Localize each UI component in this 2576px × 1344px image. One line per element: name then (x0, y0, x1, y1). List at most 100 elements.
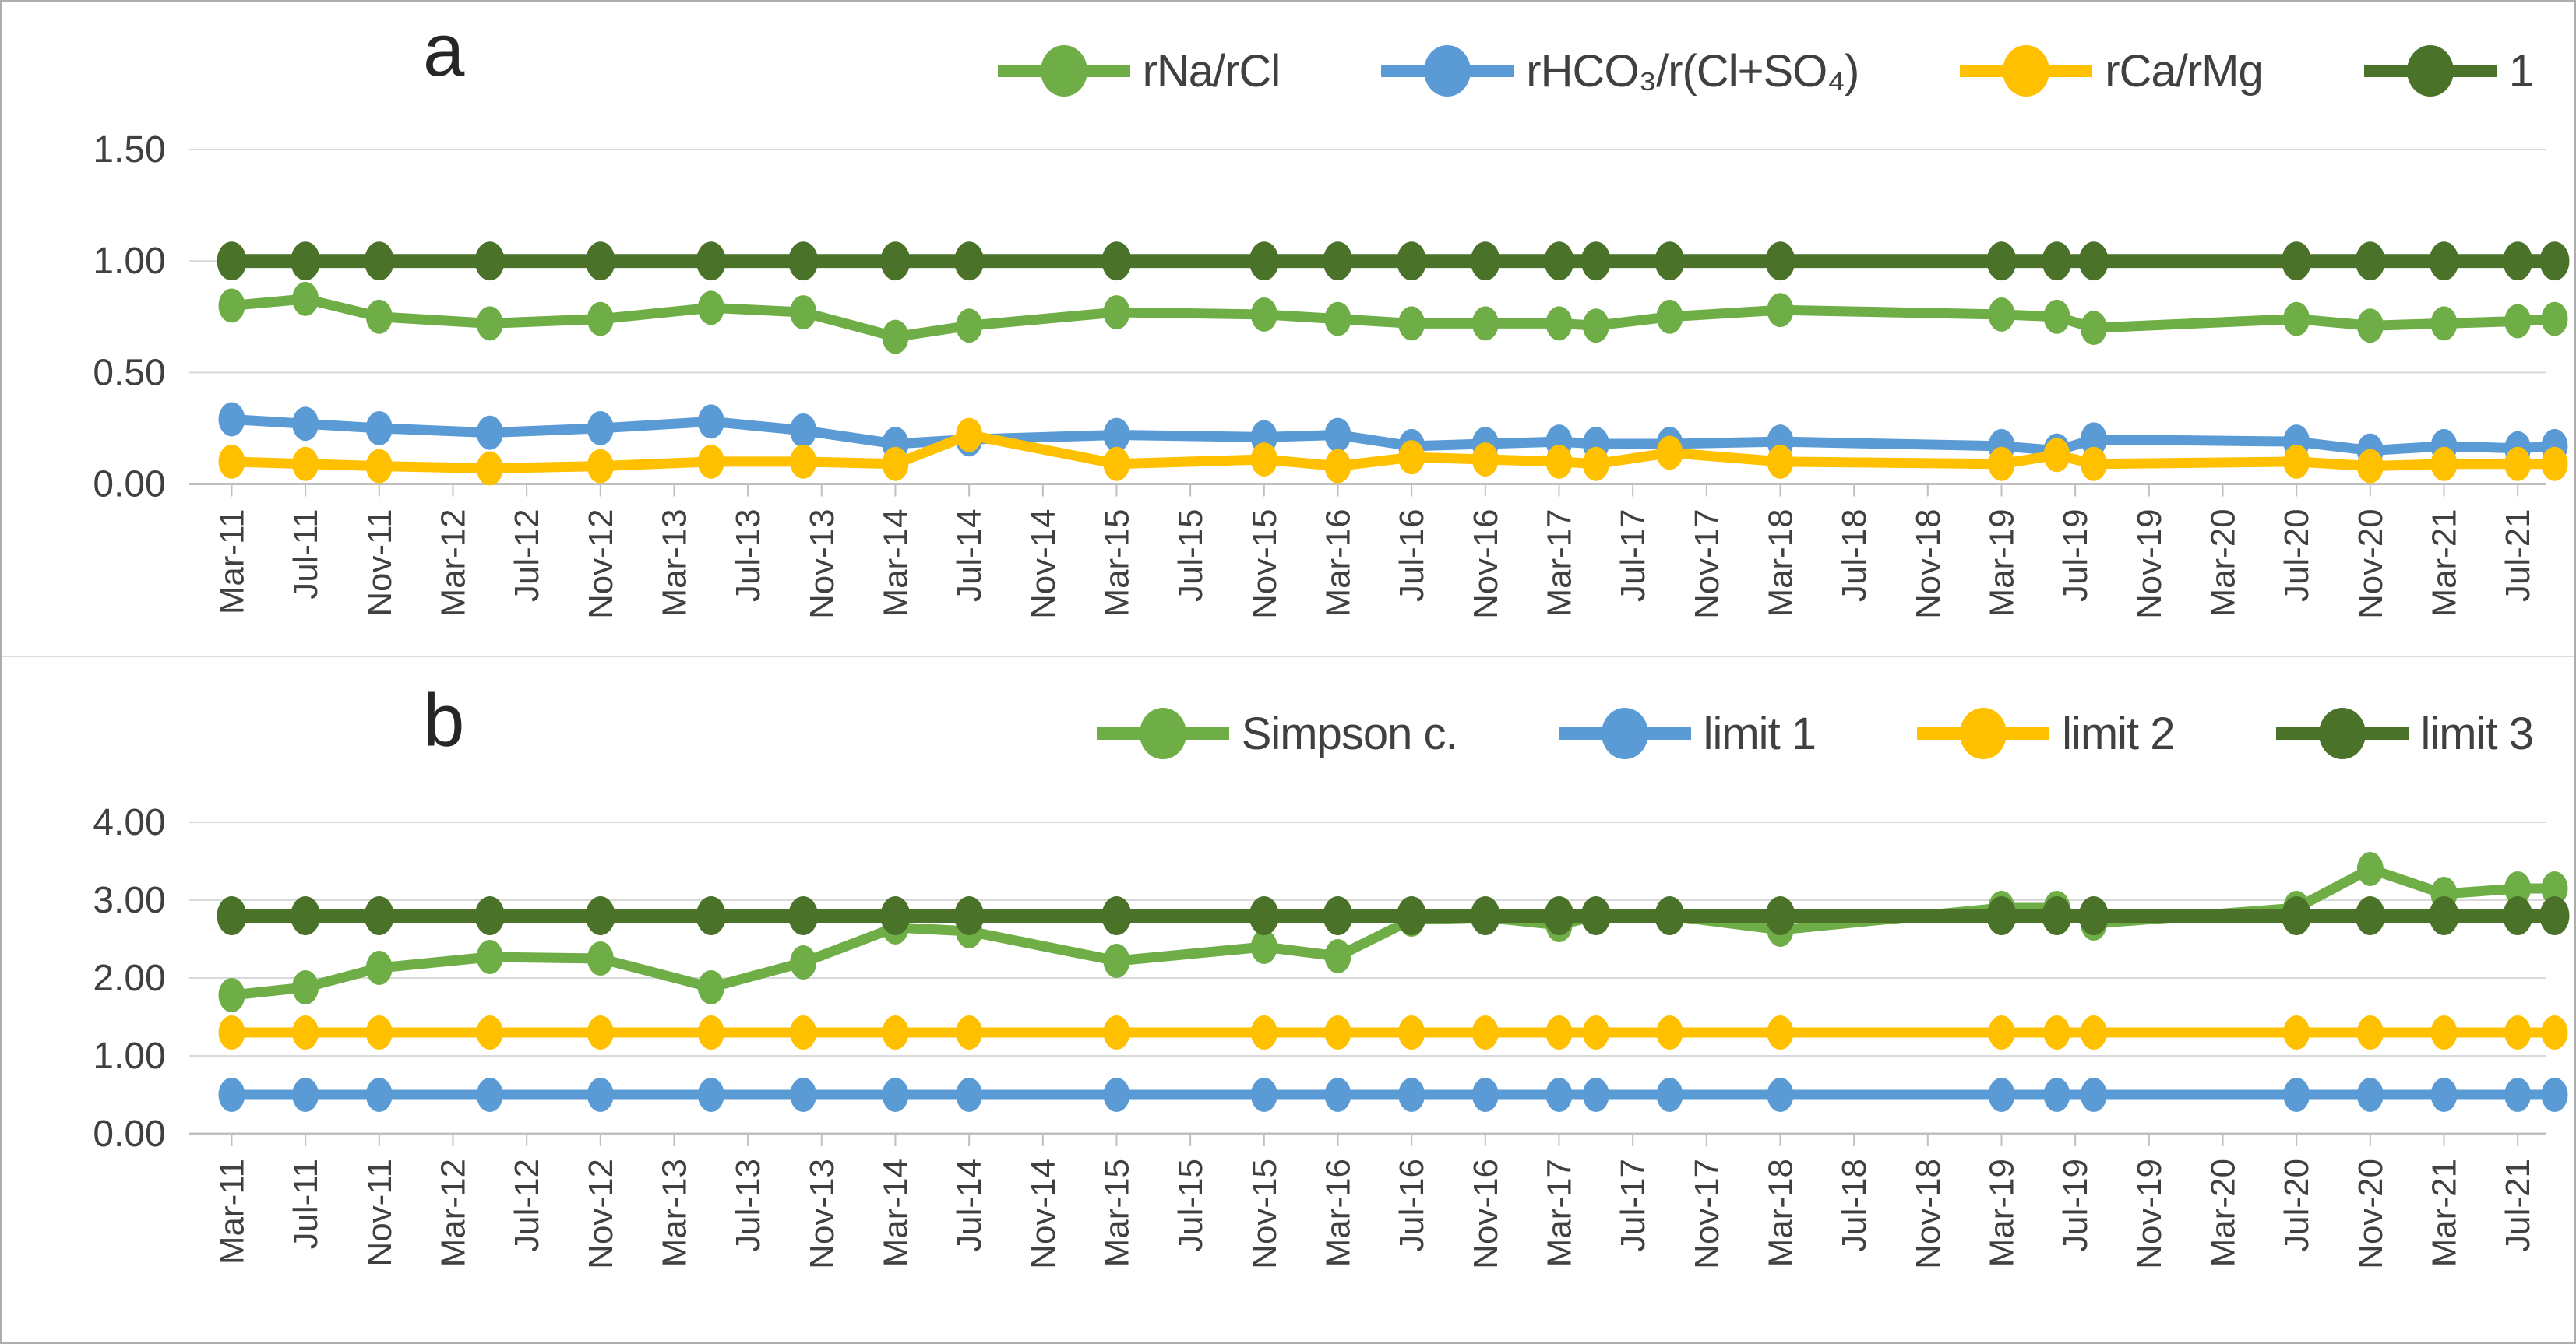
x-tick-label: Nov-19 (2130, 1159, 2169, 1269)
series-marker-limit-2 (2356, 1015, 2384, 1050)
x-tick-label: Jul-11 (287, 508, 325, 599)
series-marker-simpson-c (365, 951, 393, 985)
series-marker-limit-1 (2541, 1078, 2568, 1112)
x-tick-label: Mar-18 (1761, 1159, 1799, 1267)
series-marker-1 (2042, 241, 2072, 281)
series-marker-simpson-c (697, 970, 724, 1004)
series-marker-limit-1 (2043, 1078, 2070, 1112)
series-marker-rna-rcl (882, 319, 909, 354)
series-marker-limit-3 (1249, 896, 1279, 935)
series-marker-1 (1544, 241, 1574, 281)
series-marker-limit-3 (585, 896, 615, 935)
series-marker-limit-2 (882, 1015, 909, 1050)
legend-label: rCa/rMg (2105, 45, 2263, 97)
series-marker-rhco-r-cl-so (1324, 417, 1351, 452)
series-marker-simpson-c (790, 945, 817, 980)
legend-item-limit-3: limit 3 (2275, 702, 2534, 765)
series-marker-rna-rcl (2430, 306, 2458, 341)
series-marker-limit-1 (218, 1078, 245, 1112)
series-marker-1 (1249, 241, 1279, 281)
series-marker-limit-1 (292, 1078, 319, 1112)
legend-label: limit 3 (2420, 708, 2534, 759)
x-tick-label: Nov-12 (582, 1159, 620, 1269)
x-tick-label: Mar-18 (1761, 508, 1799, 617)
x-tick-label: Mar-16 (1319, 508, 1357, 617)
series-marker-rhco-r-cl-so (2080, 422, 2107, 457)
series-marker-simpson-c (1103, 944, 1130, 978)
series-marker-limit-2 (956, 1015, 983, 1050)
legend-label: rHCO₃/r(Cl+SO₄) (1526, 45, 1859, 97)
x-tick-label: Nov-11 (361, 508, 399, 616)
x-tick-label: Mar-21 (2425, 508, 2463, 617)
series-marker-1 (291, 241, 321, 281)
series-marker-limit-2 (697, 1015, 724, 1050)
series-marker-rca-rmg (2430, 446, 2458, 481)
series-marker-limit-2 (1471, 1015, 1499, 1050)
series-marker-rca-rmg (697, 444, 724, 479)
series-marker-limit-3 (880, 896, 911, 935)
series-marker-limit-1 (1767, 1078, 1794, 1112)
x-tick-label: Nov-18 (1909, 1159, 1947, 1269)
y-tick-label: 1.50 (93, 129, 165, 171)
series-marker-rca-rmg (956, 417, 983, 452)
x-tick-label: Jul-19 (2056, 1159, 2095, 1252)
x-tick-label: Nov-20 (2352, 508, 2390, 618)
x-tick-label: Nov-20 (2352, 1159, 2390, 1269)
series-marker-rna-rcl (1582, 308, 1609, 343)
series-marker-limit-2 (2541, 1015, 2568, 1050)
series-marker-1 (954, 241, 985, 281)
x-tick-label: Mar-15 (1098, 508, 1136, 617)
series-marker-limit-1 (882, 1078, 909, 1112)
series-marker-limit-2 (218, 1015, 245, 1050)
series-marker-limit-3 (2429, 896, 2459, 935)
series-marker-limit-3 (474, 896, 505, 935)
series-marker-limit-1 (1324, 1078, 1351, 1112)
x-tick-label: Jul-16 (1393, 1159, 1431, 1252)
x-tick-label: Mar-12 (434, 1159, 472, 1267)
legend-item-limit-1: limit 1 (1558, 702, 1817, 765)
series-marker-rca-rmg (218, 444, 245, 479)
y-tick-label: 0.00 (93, 1114, 165, 1155)
series-marker-simpson-c (218, 978, 245, 1012)
plot-b: 0.00 1.00 2.00 3.00 4.00 Mar-11 Jul-11 Nov-11 Ma… (93, 802, 2570, 1269)
series-marker-simpson-c (2504, 871, 2532, 906)
series-marker-limit-3 (1470, 896, 1500, 935)
series-marker-1 (2078, 241, 2109, 281)
chart-panel-a: a rNa/rCl rHCO₃/r(Cl+SO₄) rCa/rMg 1 0.00 0.5… (2, 2, 2574, 657)
series-marker-1 (696, 241, 726, 281)
series-marker-limit-2 (365, 1015, 393, 1050)
series-marker-1 (1580, 241, 1611, 281)
series-marker-rna-rcl (218, 288, 245, 323)
series-marker-limit-2 (587, 1015, 614, 1050)
series-marker-1 (2355, 241, 2385, 281)
series-marker-rhco-r-cl-so (697, 404, 724, 439)
series-marker-rhco-r-cl-so (1103, 417, 1130, 452)
series-marker-1 (1470, 241, 1500, 281)
x-tick-label: Nov-13 (803, 1159, 841, 1269)
legend-item-limit-2: limit 2 (1917, 702, 2176, 765)
y-tick-label: 0.50 (93, 352, 165, 393)
legend-label: limit 1 (1703, 708, 1817, 759)
series-marker-1 (364, 241, 394, 281)
chart-panel-b: b Simpson c. limit 1 limit 2 limit 3 0.00 1.… (2, 657, 2574, 1342)
series-marker-limit-3 (1544, 896, 1574, 935)
series-marker-limit-1 (1103, 1078, 1130, 1112)
series-marker-rna-rcl (292, 281, 319, 316)
series-marker-limit-3 (1323, 896, 1353, 935)
x-tick-label: Jul-14 (950, 508, 988, 602)
series-marker-limit-1 (1471, 1078, 1499, 1112)
legend-marker-icon (1381, 45, 1514, 97)
series-marker-rca-rmg (2043, 438, 2070, 473)
x-tick-label: Nov-19 (2130, 508, 2169, 618)
x-tick-label: Jul-13 (729, 508, 767, 602)
x-tick-label: Jul-12 (508, 1159, 546, 1252)
legend-marker-icon (997, 45, 1130, 97)
series-marker-limit-3 (1101, 896, 1132, 935)
series-marker-rna-rcl (365, 299, 393, 334)
series-marker-limit-1 (2504, 1078, 2532, 1112)
x-tick-label: Mar-13 (655, 1159, 693, 1267)
series-marker-limit-1 (1988, 1078, 2015, 1112)
series-line-rna-rcl (231, 294, 2555, 343)
x-tick-label: Jul-14 (950, 1159, 988, 1252)
series-marker-limit-3 (2282, 896, 2312, 935)
